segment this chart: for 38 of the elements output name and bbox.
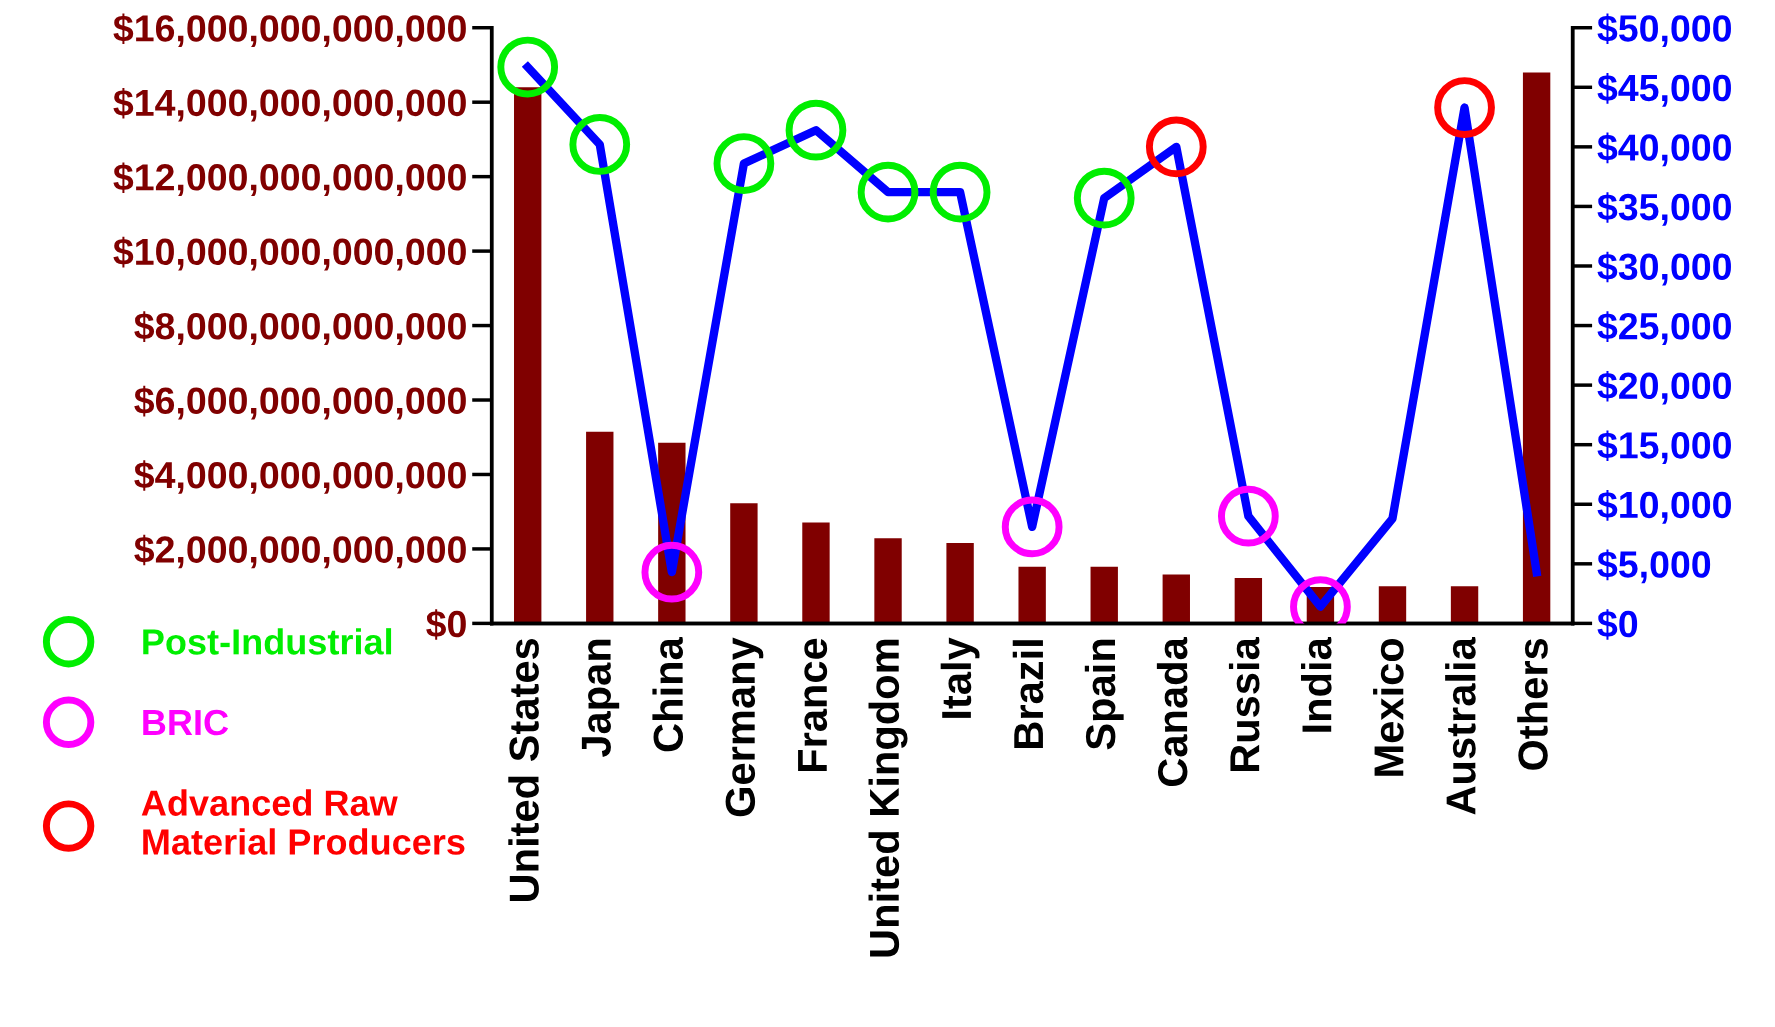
x-tick-label: Australia bbox=[1445, 637, 1476, 815]
x-tick-label: Brazil bbox=[1012, 640, 1044, 748]
y2-tick-label: $5,000 bbox=[1597, 549, 1711, 584]
y2-tick-label: $25,000 bbox=[1597, 311, 1731, 345]
y-tick-label: $0 bbox=[426, 609, 466, 640]
x-tick-label: Italy bbox=[940, 637, 980, 718]
y-tick-label: $8,000,000,000,000 bbox=[134, 311, 466, 345]
x-tick-label: Russia bbox=[1228, 637, 1260, 772]
x-tick-label: Others bbox=[1517, 638, 1548, 770]
x-tick-label: Mexico bbox=[1373, 638, 1404, 776]
y2-tick-label: $30,000 bbox=[1597, 251, 1731, 286]
y2-tick-label: $40,000 bbox=[1597, 132, 1731, 167]
y2-tick-label: $45,000 bbox=[1597, 73, 1731, 107]
x-tick-label: Canada bbox=[1156, 637, 1188, 787]
x-tick-label: United States bbox=[508, 638, 539, 902]
x-tick-label: India bbox=[1301, 637, 1332, 732]
y2-tick-label: $10,000 bbox=[1597, 490, 1731, 524]
legend-label: Advanced Raw Material Producers bbox=[141, 789, 465, 855]
y2-tick-label: $50,000 bbox=[1597, 13, 1731, 48]
legend-label: Post-Industrial bbox=[143, 628, 392, 655]
y2-tick-label: $15,000 bbox=[1597, 430, 1731, 465]
y-tick-label: $6,000,000,000,000 bbox=[134, 385, 466, 420]
x-tick-label: Japan bbox=[581, 639, 620, 758]
legend-label: BRIC bbox=[143, 709, 229, 736]
x-tick-label: China bbox=[652, 637, 684, 752]
y-tick-label: $12,000,000,000,000 bbox=[113, 162, 466, 197]
y-tick-label: $10,000,000,000,000 bbox=[113, 236, 466, 271]
y-tick-label: $4,000,000,000,000 bbox=[134, 460, 466, 494]
y2-tick-label: $35,000 bbox=[1597, 192, 1731, 226]
x-tick-label: Spain bbox=[1084, 639, 1124, 750]
y2-tick-label: $20,000 bbox=[1597, 370, 1731, 405]
y-tick-label: $2,000,000,000,000 bbox=[134, 534, 466, 569]
y-tick-label: $16,000,000,000,000 bbox=[113, 13, 466, 48]
x-tick-label: Germany bbox=[725, 637, 764, 817]
y-tick-label: $14,000,000,000,000 bbox=[113, 87, 466, 122]
x-tick-label: France bbox=[798, 638, 828, 772]
x-tick-label: United Kingdom bbox=[868, 639, 908, 957]
y2-tick-label: $0 bbox=[1597, 609, 1638, 640]
